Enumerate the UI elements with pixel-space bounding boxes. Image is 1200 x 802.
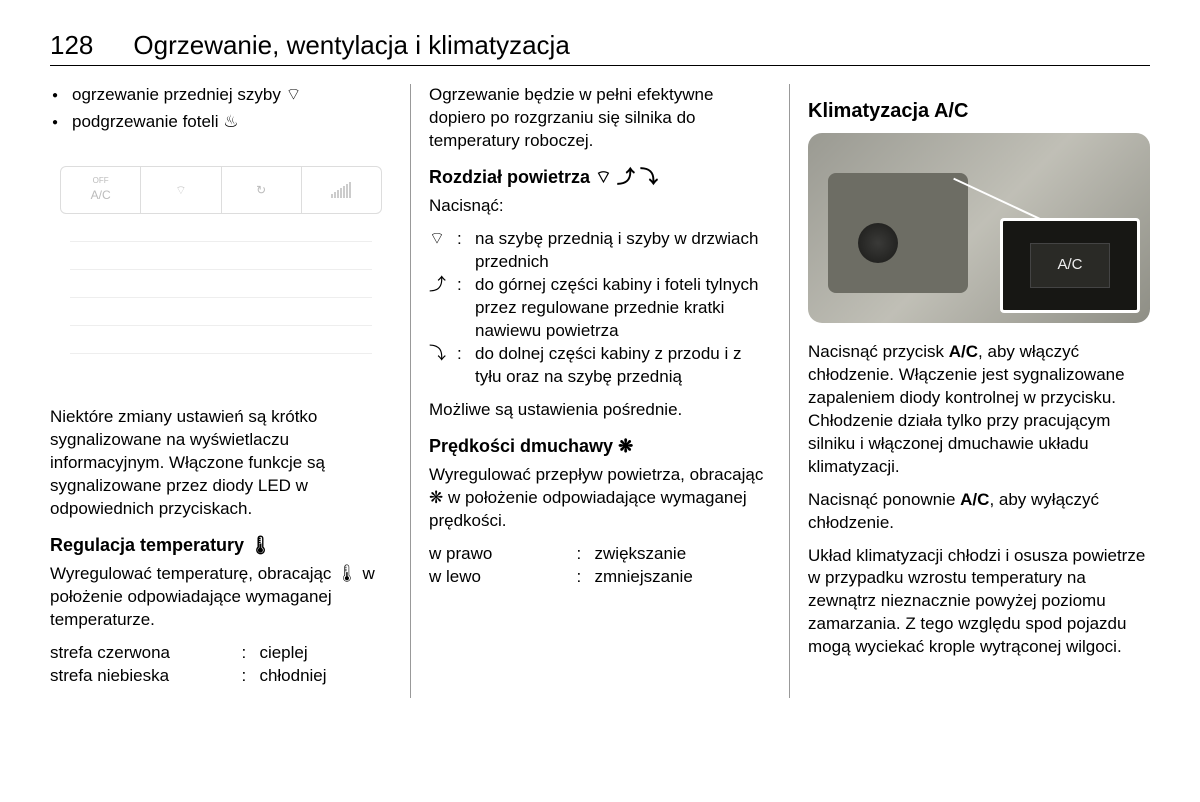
def-val: na szybę przednią i szyby w drzwiach prz… — [475, 228, 771, 274]
colon: : — [457, 228, 469, 274]
section-heading-fan: Prędkości dmuchawy ❋ — [429, 434, 771, 458]
fan-dir-list: w prawo : zwiększanie w lewo : zmniejsza… — [429, 543, 771, 589]
def-val: cieplej — [259, 642, 392, 665]
body-text: Wyregulować przepływ powietrza, obracają… — [429, 464, 771, 533]
feature-bullets: ogrzewanie przedniej szyby ⌔ podgrzewani… — [50, 84, 392, 134]
text-span: Nacisnąć ponownie — [808, 490, 960, 509]
fan-bars-icon — [302, 167, 381, 213]
console-panel — [828, 173, 968, 293]
page-header: 128 Ogrzewanie, wentylacja i klimatyzacj… — [50, 30, 1150, 66]
air-windscreen-icon: ⌔ — [429, 228, 451, 274]
def-val: do górnej części kabiny i foteli tylnych… — [475, 274, 771, 343]
def-key: strefa niebieska — [50, 665, 235, 688]
climate-panel-figure: OFF A/C ⌔ ↻ — [50, 148, 392, 388]
ac-button-closeup: A/C — [1030, 243, 1110, 288]
off-label: OFF — [93, 176, 109, 187]
content-columns: ogrzewanie przedniej szyby ⌔ podgrzewani… — [50, 84, 1150, 698]
section-heading-air-dist: Rozdział powietrza ⌔ ⤴ ⤵ — [429, 165, 771, 189]
colon: : — [241, 665, 253, 688]
page-title: Ogrzewanie, wentylacja i klimatyzacja — [133, 30, 569, 61]
air-dist-list: ⌔ : na szybę przednią i szyby w drzwiach… — [429, 228, 771, 389]
temp-zone-list: strefa czerwona : cieplej strefa niebies… — [50, 642, 392, 688]
section-heading-temperature: Regulacja temperatury 🌡 — [50, 533, 392, 557]
body-text: Nacisnąć: — [429, 195, 771, 218]
ac-console-photo: A/C — [808, 133, 1150, 323]
ac-label: A/C — [91, 187, 111, 203]
def-val: chłodniej — [259, 665, 392, 688]
def-key: w lewo — [429, 566, 571, 589]
air-lower-icon: ⤵ — [429, 343, 451, 389]
photo-inset: A/C — [1000, 218, 1140, 313]
body-text: Ogrzewanie będzie w pełni efektywne dopi… — [429, 84, 771, 153]
recirc-icon: ↻ — [222, 167, 302, 213]
body-text: Możliwe są ustawienia pośrednie. — [429, 399, 771, 422]
air-upper-icon: ⤴ — [429, 274, 451, 343]
def-key: w prawo — [429, 543, 571, 566]
column-1: ogrzewanie przedniej szyby ⌔ podgrzewani… — [50, 84, 410, 698]
colon: : — [457, 274, 469, 343]
column-2: Ogrzewanie będzie w pełni efektywne dopi… — [410, 84, 790, 698]
ac-bold: A/C — [949, 342, 978, 361]
panel-button-row: OFF A/C ⌔ ↻ — [60, 166, 382, 214]
body-text: Nacisnąć przycisk A/C, aby włączyć chłod… — [808, 341, 1150, 479]
ac-bold: A/C — [960, 490, 989, 509]
column-3: Klimatyzacja A/C A/C Nacisnąć przycisk A… — [790, 84, 1150, 698]
body-text: Nacisnąć ponownie A/C, aby wyłączyć chło… — [808, 489, 1150, 535]
gear-knob — [858, 223, 898, 263]
def-val: zwiększanie — [595, 543, 771, 566]
text-span: Nacisnąć przycisk — [808, 342, 949, 361]
def-key: strefa czerwona — [50, 642, 235, 665]
colon: : — [577, 566, 589, 589]
colon: : — [457, 343, 469, 389]
bullet-item: podgrzewanie foteli ♨ — [50, 111, 392, 134]
page-number: 128 — [50, 30, 93, 61]
colon: : — [241, 642, 253, 665]
body-text: Wyregulować temperaturę, obracając 🌡 w p… — [50, 563, 392, 632]
body-text: Niektóre zmiany ustawień są krótko sygna… — [50, 406, 392, 521]
panel-ac-button: OFF A/C — [61, 167, 141, 213]
colon: : — [577, 543, 589, 566]
text-span: , aby włączyć chłodzenie. Włączenie jest… — [808, 342, 1125, 476]
bullet-item: ogrzewanie przedniej szyby ⌔ — [50, 84, 392, 107]
body-text: Układ klimatyzacji chłodzi i osusza powi… — [808, 545, 1150, 660]
defrost-icon: ⌔ — [141, 167, 221, 213]
section-heading-ac: Klimatyzacja A/C — [808, 98, 1150, 125]
panel-slider-area — [70, 228, 372, 368]
def-val: do dolnej części kabiny z przodu i z tył… — [475, 343, 771, 389]
def-val: zmniejszanie — [595, 566, 771, 589]
